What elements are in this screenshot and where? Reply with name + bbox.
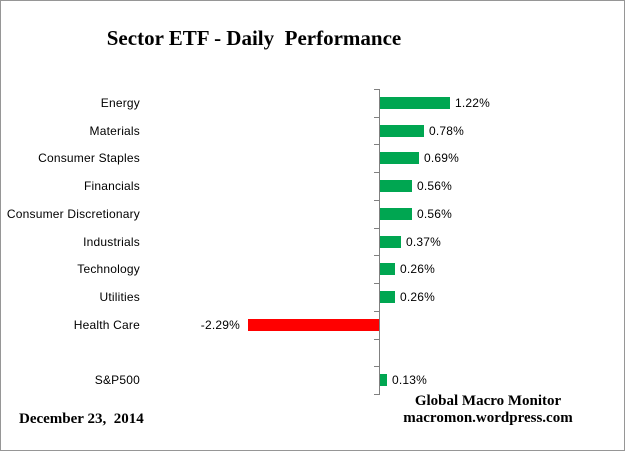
category-label: Health Care xyxy=(73,318,140,332)
bar xyxy=(380,236,401,248)
bar xyxy=(380,125,424,137)
bar xyxy=(380,97,450,109)
bar xyxy=(380,291,395,303)
bar xyxy=(380,152,419,164)
bar xyxy=(380,263,395,275)
bar xyxy=(380,180,412,192)
category-label: Materials xyxy=(89,124,140,138)
category-label: S&P500 xyxy=(94,373,140,387)
axis-tick xyxy=(374,228,380,229)
axis-tick xyxy=(374,283,380,284)
category-label: Consumer Discretionary xyxy=(6,207,140,221)
axis-tick xyxy=(374,394,380,395)
axis-tick xyxy=(374,255,380,256)
value-label: 0.13% xyxy=(392,373,428,387)
category-label: Technology xyxy=(77,262,140,276)
date-label: December 23, 2014 xyxy=(19,411,144,427)
chart-title: Sector ETF - Daily Performance xyxy=(106,26,402,50)
bar xyxy=(380,208,412,220)
axis-tick xyxy=(374,366,380,367)
value-label: 1.22% xyxy=(455,96,491,110)
value-label: 0.69% xyxy=(424,151,460,165)
value-label: 0.56% xyxy=(417,207,453,221)
axis-tick xyxy=(374,200,380,201)
value-label: 0.37% xyxy=(406,235,442,249)
value-label: 0.26% xyxy=(400,290,436,304)
category-label: Financials xyxy=(83,179,140,193)
value-label: 0.78% xyxy=(429,124,465,138)
source-block: Global Macro Monitor macromon.wordpress.… xyxy=(348,393,624,427)
category-axis xyxy=(379,89,380,394)
axis-tick xyxy=(374,117,380,118)
source-url: macromon.wordpress.com xyxy=(403,410,573,426)
axis-tick xyxy=(374,89,380,90)
value-label: -2.29% xyxy=(200,318,240,332)
value-label: 0.26% xyxy=(400,262,436,276)
category-label: Energy xyxy=(100,96,140,110)
axis-tick xyxy=(374,144,380,145)
category-label: Consumer Staples xyxy=(38,151,140,165)
bar xyxy=(248,319,379,331)
category-label: Utilities xyxy=(99,290,140,304)
axis-tick xyxy=(374,172,380,173)
source-name: Global Macro Monitor xyxy=(414,393,562,409)
category-label: Industrials xyxy=(83,235,140,249)
bar xyxy=(380,374,387,386)
axis-tick xyxy=(374,339,380,340)
axis-tick xyxy=(374,311,380,312)
value-label: 0.56% xyxy=(417,179,453,193)
